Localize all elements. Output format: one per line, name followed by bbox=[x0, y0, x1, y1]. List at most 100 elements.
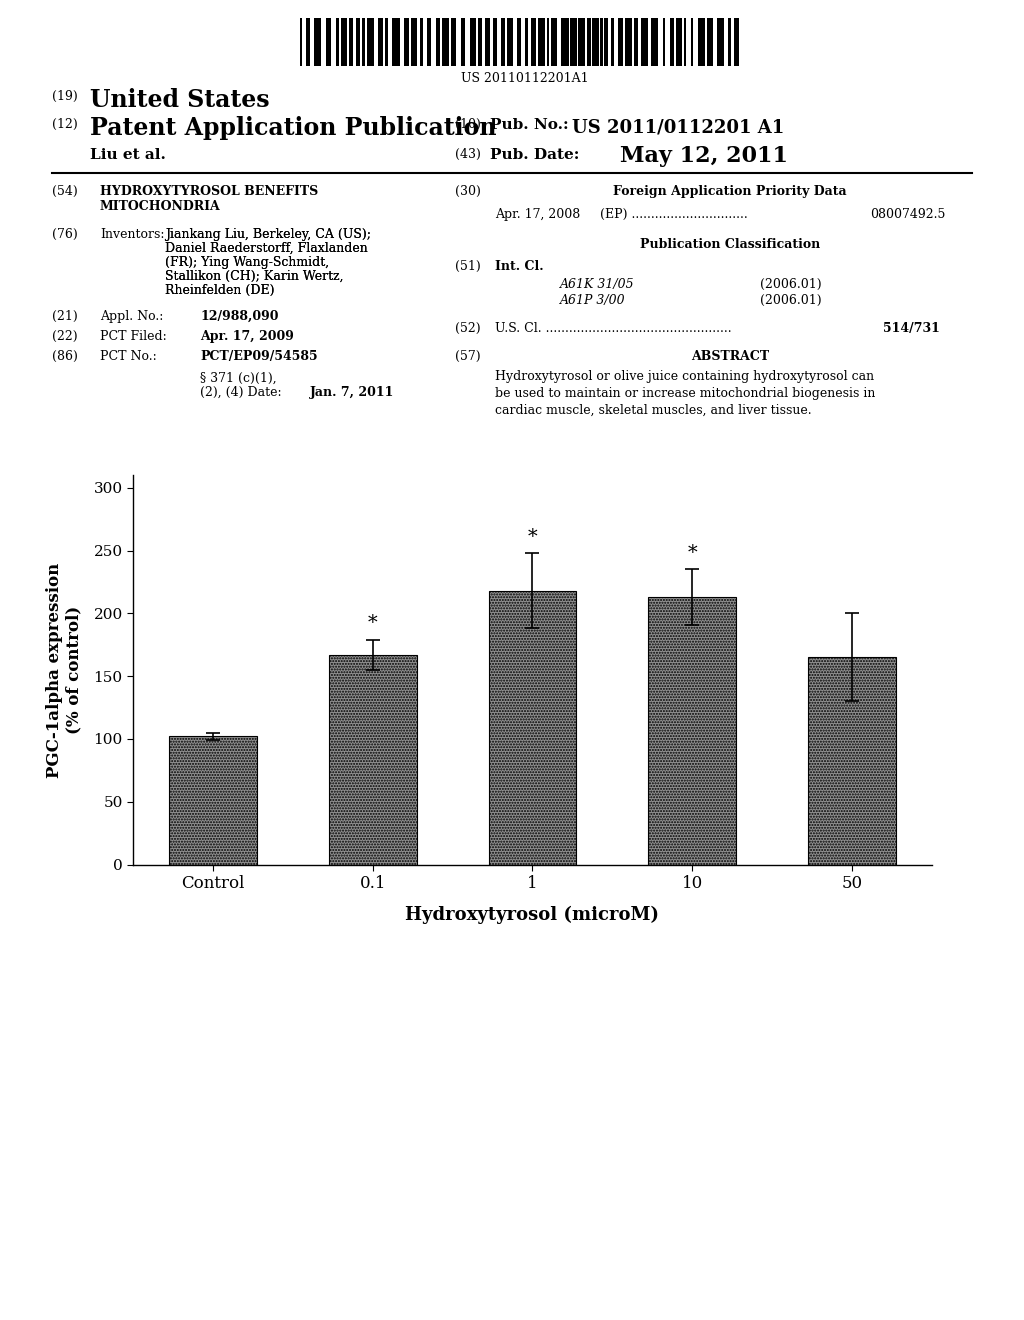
Bar bbox=[341, 18, 347, 66]
Text: Rheinfelden (DE): Rheinfelden (DE) bbox=[165, 284, 274, 297]
Text: (FR); Ying Wang-Schmidt,: (FR); Ying Wang-Schmidt, bbox=[165, 256, 329, 269]
Bar bbox=[728, 18, 730, 66]
Bar bbox=[569, 18, 577, 66]
Text: Patent Application Publication: Patent Application Publication bbox=[90, 116, 497, 140]
Text: (2006.01): (2006.01) bbox=[760, 294, 821, 308]
Bar bbox=[470, 18, 476, 66]
Text: ABSTRACT: ABSTRACT bbox=[691, 350, 769, 363]
Bar bbox=[634, 18, 638, 66]
Bar bbox=[436, 18, 440, 66]
Bar bbox=[717, 18, 724, 66]
Bar bbox=[525, 18, 527, 66]
Text: (86): (86) bbox=[52, 350, 78, 363]
Text: Rheinfelden (DE): Rheinfelden (DE) bbox=[165, 284, 274, 297]
Text: Stallikon (CH); Karin Wertz,: Stallikon (CH); Karin Wertz, bbox=[165, 271, 343, 282]
Text: Jiankang Liu, Berkeley, CA (US);: Jiankang Liu, Berkeley, CA (US); bbox=[165, 228, 371, 242]
Text: 08007492.5: 08007492.5 bbox=[870, 209, 945, 220]
Text: US 20110112201A1: US 20110112201A1 bbox=[461, 73, 589, 84]
Text: (12): (12) bbox=[52, 117, 78, 131]
Text: (76): (76) bbox=[52, 228, 78, 242]
Bar bbox=[697, 18, 705, 66]
Bar bbox=[300, 18, 302, 66]
Bar bbox=[367, 18, 375, 66]
Bar bbox=[477, 18, 482, 66]
Text: PCT No.:: PCT No.: bbox=[100, 350, 157, 363]
Bar bbox=[663, 18, 666, 66]
Bar bbox=[378, 18, 383, 66]
Text: (51): (51) bbox=[455, 260, 480, 273]
Bar bbox=[442, 18, 450, 66]
Text: (19): (19) bbox=[52, 90, 78, 103]
Text: Liu et al.: Liu et al. bbox=[90, 148, 166, 162]
Text: Pub. No.:: Pub. No.: bbox=[490, 117, 568, 132]
Text: Publication Classification: Publication Classification bbox=[640, 238, 820, 251]
Text: (2), (4) Date:: (2), (4) Date: bbox=[200, 385, 282, 399]
Bar bbox=[734, 18, 738, 66]
Text: Jiankang Liu, Berkeley, CA (US);: Jiankang Liu, Berkeley, CA (US); bbox=[165, 228, 371, 242]
Bar bbox=[561, 18, 568, 66]
Text: US 2011/0112201 A1: US 2011/0112201 A1 bbox=[572, 117, 784, 136]
Text: (22): (22) bbox=[52, 330, 78, 343]
Bar bbox=[516, 18, 521, 66]
Text: Daniel Raederstorff, Flaxlanden: Daniel Raederstorff, Flaxlanden bbox=[165, 242, 368, 255]
Text: (52): (52) bbox=[455, 322, 480, 335]
Bar bbox=[708, 18, 713, 66]
Text: United States: United States bbox=[90, 88, 269, 112]
Text: Apr. 17, 2009: Apr. 17, 2009 bbox=[200, 330, 294, 343]
Text: Inventors:: Inventors: bbox=[100, 228, 165, 242]
Bar bbox=[356, 18, 360, 66]
Bar bbox=[451, 18, 456, 66]
Bar bbox=[336, 18, 339, 66]
Bar bbox=[547, 18, 549, 66]
Bar bbox=[600, 18, 603, 66]
Text: (10): (10) bbox=[455, 117, 481, 131]
Bar bbox=[326, 18, 331, 66]
Bar bbox=[392, 18, 400, 66]
Text: U.S. Cl. ................................................: U.S. Cl. ...............................… bbox=[495, 322, 731, 335]
Text: Jan. 7, 2011: Jan. 7, 2011 bbox=[310, 385, 394, 399]
Bar bbox=[684, 18, 686, 66]
Bar bbox=[313, 18, 322, 66]
Bar bbox=[427, 18, 431, 66]
Text: PCT Filed:: PCT Filed: bbox=[100, 330, 167, 343]
Bar bbox=[485, 18, 489, 66]
Text: HYDROXYTYROSOL BENEFITS: HYDROXYTYROSOL BENEFITS bbox=[100, 185, 318, 198]
Bar bbox=[385, 18, 388, 66]
Text: A61P 3/00: A61P 3/00 bbox=[560, 294, 626, 308]
Bar bbox=[618, 18, 623, 66]
Text: (FR); Ying Wang-Schmidt,: (FR); Ying Wang-Schmidt, bbox=[165, 256, 329, 269]
Text: PCT/EP09/54585: PCT/EP09/54585 bbox=[200, 350, 317, 363]
Text: *: * bbox=[368, 614, 378, 632]
Bar bbox=[604, 18, 608, 66]
Text: *: * bbox=[687, 544, 697, 562]
Bar bbox=[651, 18, 658, 66]
Bar bbox=[538, 18, 546, 66]
Bar bbox=[361, 18, 365, 66]
Text: Hydroxytyrosol or olive juice containing hydroxytyrosol can
be used to maintain : Hydroxytyrosol or olive juice containing… bbox=[495, 370, 876, 417]
Y-axis label: PGC-1alpha expression
(% of control): PGC-1alpha expression (% of control) bbox=[46, 562, 82, 777]
Bar bbox=[420, 18, 423, 66]
Text: Apr. 17, 2008: Apr. 17, 2008 bbox=[495, 209, 581, 220]
X-axis label: Hydroxytyrosol (microM): Hydroxytyrosol (microM) bbox=[406, 906, 659, 924]
Bar bbox=[404, 18, 410, 66]
Bar bbox=[626, 18, 632, 66]
Text: Appl. No.:: Appl. No.: bbox=[100, 310, 164, 323]
Bar bbox=[411, 18, 417, 66]
Text: Foreign Application Priority Data: Foreign Application Priority Data bbox=[613, 185, 847, 198]
Bar bbox=[494, 18, 497, 66]
Bar bbox=[587, 18, 591, 66]
Text: (EP) ..............................: (EP) .............................. bbox=[600, 209, 748, 220]
Text: MITOCHONDRIA: MITOCHONDRIA bbox=[100, 201, 221, 213]
Text: *: * bbox=[527, 528, 538, 545]
Bar bbox=[611, 18, 614, 66]
Text: Stallikon (CH); Karin Wertz,: Stallikon (CH); Karin Wertz, bbox=[165, 271, 343, 282]
Bar bbox=[691, 18, 693, 66]
Bar bbox=[501, 18, 506, 66]
Bar bbox=[808, 657, 896, 865]
Bar bbox=[641, 18, 648, 66]
Text: May 12, 2011: May 12, 2011 bbox=[620, 145, 788, 168]
Text: (57): (57) bbox=[455, 350, 480, 363]
Bar bbox=[169, 737, 257, 865]
Text: (30): (30) bbox=[455, 185, 481, 198]
Text: (21): (21) bbox=[52, 310, 78, 323]
